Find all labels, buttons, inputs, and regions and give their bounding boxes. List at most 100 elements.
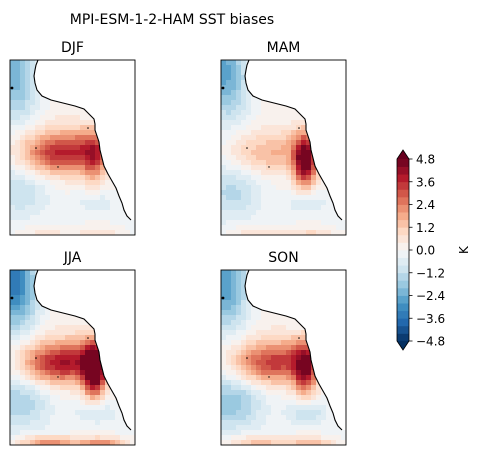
sst-cell	[45, 135, 51, 141]
sst-cell	[65, 380, 71, 386]
sst-cell	[266, 115, 272, 121]
sst-cell	[65, 125, 71, 131]
sst-cell	[236, 270, 242, 276]
sst-cell	[40, 140, 46, 146]
sst-cell	[50, 200, 56, 206]
sst-cell	[221, 355, 227, 361]
sst-cell	[291, 175, 297, 181]
sst-cell	[271, 425, 277, 431]
sst-cell	[231, 115, 237, 121]
sst-cell	[70, 200, 76, 206]
sst-cell	[221, 145, 227, 151]
sst-cell	[291, 415, 297, 421]
sst-cell	[95, 365, 101, 371]
sst-cell	[115, 410, 121, 416]
sst-cell	[236, 215, 242, 221]
sst-cell	[25, 295, 31, 301]
sst-cell	[256, 310, 262, 316]
sst-cell	[40, 350, 46, 356]
sst-cell	[286, 210, 292, 216]
sst-cell	[40, 425, 46, 431]
sst-cell	[15, 295, 21, 301]
sst-cell	[75, 410, 81, 416]
sst-cell	[100, 215, 106, 221]
sst-cell	[231, 340, 237, 346]
sst-cell	[30, 390, 36, 396]
sst-cell	[236, 115, 242, 121]
sst-cell	[45, 330, 51, 336]
sst-cell	[291, 200, 297, 206]
sst-cell	[25, 210, 31, 216]
sst-cell	[45, 335, 51, 341]
sst-cell	[221, 200, 227, 206]
sst-cell	[30, 120, 36, 126]
sst-cell	[130, 230, 135, 235]
sst-cell	[45, 170, 51, 176]
sst-cell	[286, 400, 292, 406]
sst-cell	[15, 110, 21, 116]
sst-cell	[105, 385, 111, 391]
sst-cell	[261, 225, 267, 231]
sst-cell	[75, 415, 81, 421]
sst-cell	[261, 200, 267, 206]
sst-cell	[316, 190, 322, 196]
sst-cell	[85, 185, 91, 191]
sst-cell	[316, 225, 322, 231]
sst-cell	[241, 435, 247, 441]
sst-cell	[291, 355, 297, 361]
sst-cell	[221, 75, 227, 81]
sst-cell	[20, 190, 26, 196]
sst-cell	[125, 225, 131, 231]
sst-cell	[60, 435, 66, 441]
sst-cell	[236, 80, 242, 86]
sst-cell	[286, 120, 292, 126]
sst-cell	[256, 335, 262, 341]
sst-cell	[236, 230, 242, 235]
sst-cell	[10, 105, 16, 111]
sst-cell	[85, 115, 91, 121]
sst-cell	[306, 210, 312, 216]
sst-cell	[221, 350, 227, 356]
sst-cell	[276, 110, 282, 116]
sst-cell	[90, 225, 96, 231]
sst-cell	[291, 390, 297, 396]
sst-cell	[271, 185, 277, 191]
sst-cell	[90, 425, 96, 431]
sst-cell	[25, 330, 31, 336]
sst-cell	[266, 200, 272, 206]
sst-cell	[60, 340, 66, 346]
sst-cell	[246, 405, 252, 411]
sst-cell	[226, 305, 232, 311]
sst-cell	[316, 210, 322, 216]
sst-cell	[221, 380, 227, 386]
sst-cell	[55, 190, 61, 196]
sst-cell	[45, 150, 51, 156]
sst-cell	[251, 345, 257, 351]
sst-cell	[70, 165, 76, 171]
sst-cell	[316, 430, 322, 436]
sst-cell	[30, 375, 36, 381]
sst-cell	[276, 165, 282, 171]
sst-cell	[266, 420, 272, 426]
colorbar-swatch	[397, 250, 409, 258]
sst-cell	[85, 405, 91, 411]
sst-cell	[70, 105, 76, 111]
coastline	[244, 270, 343, 431]
sst-cell	[70, 345, 76, 351]
sst-cell	[25, 220, 31, 226]
sst-cell	[110, 205, 116, 211]
sst-cell	[236, 315, 242, 321]
sst-cell	[65, 400, 71, 406]
sst-cell	[110, 225, 116, 231]
sst-cell	[55, 165, 61, 171]
sst-cell	[60, 160, 66, 166]
sst-cell	[65, 180, 71, 186]
sst-cell	[105, 185, 111, 191]
sst-cell	[45, 415, 51, 421]
sst-cell	[326, 225, 332, 231]
sst-cell	[261, 405, 267, 411]
island-marker	[35, 147, 37, 149]
sst-cell	[236, 365, 242, 371]
sst-cell	[60, 320, 66, 326]
sst-cell	[15, 400, 21, 406]
